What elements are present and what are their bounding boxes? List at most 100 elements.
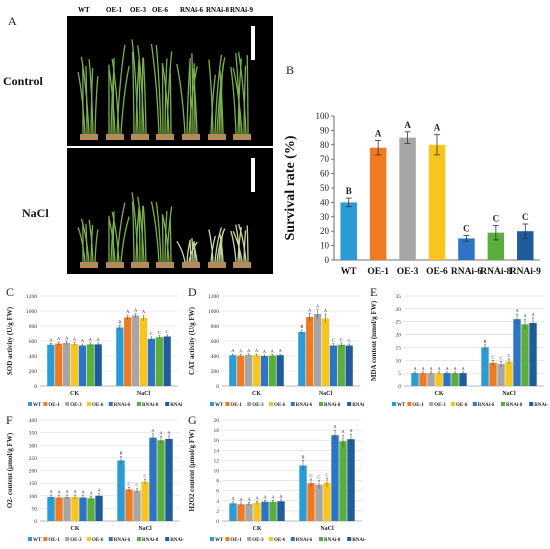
plant-leaf [208, 229, 214, 263]
significance-label: A [341, 429, 345, 434]
bar [147, 338, 156, 386]
bar [157, 440, 165, 521]
legend-label: RNAi-9 [170, 403, 182, 408]
plant-leaf [108, 69, 116, 135]
bar [299, 465, 307, 521]
bar [117, 460, 125, 521]
legend-swatch [87, 402, 91, 406]
bar [307, 483, 315, 521]
significance-label: B [119, 451, 122, 456]
genotype-label-rnai-6: RNAi-6 [180, 6, 203, 14]
y-tick-label: 350 [29, 431, 38, 437]
significance-label: A [413, 366, 417, 371]
legend-swatch [108, 402, 113, 406]
bar [268, 355, 276, 386]
bar [229, 355, 237, 386]
legend-swatch [210, 402, 214, 406]
genotype-label-oe-3: OE-3 [130, 6, 146, 14]
y-tick-label: 0 [34, 519, 37, 525]
plant-leaf [112, 57, 115, 135]
panel-a-letter: A [8, 14, 17, 28]
significance-label: A [73, 489, 77, 494]
legend-label: RNAi-9 [352, 403, 364, 408]
y-axis-label: CAT activity (U/g FW) [188, 306, 196, 375]
x-tick-label: NaCl [138, 526, 152, 532]
bar [86, 344, 94, 386]
plant-leaf [116, 44, 126, 135]
plant-leaf [235, 53, 241, 135]
y-tick-label: 2 [216, 509, 219, 515]
bar [269, 501, 277, 521]
y-tick-label: 150 [29, 481, 38, 487]
x-tick-label: RNAi-6 [451, 267, 482, 277]
bar [489, 362, 497, 386]
significance-label: A [523, 313, 527, 318]
significance-label: C [463, 224, 470, 234]
bar [47, 344, 55, 386]
genotype-label-oe-1: OE-1 [106, 6, 122, 14]
significance-label: A [126, 309, 130, 314]
plant-leaf [155, 45, 162, 135]
plant-leaf [237, 223, 247, 263]
chart-o2-content: F 0 50 100 150 200 250 300 350 400 O2- content (μm… [6, 413, 184, 543]
plant-leaf [155, 202, 162, 263]
plant-leaf [208, 59, 214, 135]
significance-label: A [142, 309, 146, 314]
y-axis-label: H2O2 content (μmol/g FW) [188, 429, 196, 512]
y-tick-label: 4 [216, 499, 219, 505]
plant-leaf [108, 218, 116, 263]
y-tick-label: 10 [320, 241, 330, 251]
bar [345, 345, 353, 386]
bar [419, 373, 427, 386]
legend-swatch [347, 402, 352, 406]
legend-label: OE-3 [70, 538, 82, 543]
plant-leaf [77, 72, 86, 135]
legend-swatch [269, 402, 273, 406]
scale-bar [251, 26, 255, 60]
y-tick-label: 0 [325, 255, 330, 265]
y-tick-label: 1000 [26, 309, 37, 315]
significance-label: A [65, 335, 69, 340]
bar [260, 356, 269, 386]
x-tick-label: CK [253, 526, 262, 532]
pot [156, 262, 174, 268]
plant-leaf [120, 65, 130, 135]
significance-label: A [316, 304, 320, 309]
chart-survival-rate: B 0 10 20 30 40 50 60 70 80 90 100 Survival rate (%)… [283, 63, 541, 277]
bar [165, 438, 173, 521]
y-tick-label: 80 [320, 140, 330, 150]
significance-label: A [515, 308, 519, 313]
x-tick-label: CK [70, 391, 79, 397]
bar [87, 498, 95, 521]
bar [451, 373, 459, 386]
genotype-label-rnai-8: RNAi-8 [206, 6, 229, 14]
y-tick-label: 50 [320, 183, 330, 193]
y-tick-label: 18 [214, 428, 220, 434]
significance-label: A [429, 366, 433, 371]
significance-label: B [118, 319, 121, 324]
bar [497, 364, 505, 386]
bar [399, 137, 416, 260]
y-tick-label: 20 [214, 418, 220, 424]
y-tick-label: 35 [396, 294, 402, 300]
plant-leaf [191, 238, 194, 263]
significance-label: B [300, 324, 303, 329]
legend-swatch [472, 402, 477, 406]
chart-sod-activity: C 0 200 400 600 800 1000 1200 SOD activity (U/g … [6, 285, 182, 408]
plant-leaf [131, 51, 135, 135]
plant-leaf [243, 65, 247, 135]
significance-label: A [437, 366, 441, 371]
pot [182, 262, 200, 268]
legend-label: RNAi-6 [114, 538, 131, 543]
legend-swatch [43, 537, 48, 541]
significance-label: A [279, 348, 283, 353]
plant-leaf [218, 62, 225, 135]
y-tick-label: 14 [214, 448, 220, 454]
significance-label: B [346, 186, 352, 196]
bar [276, 355, 284, 386]
bar [139, 317, 148, 386]
y-tick-label: 8 [216, 479, 219, 485]
y-tick-label: 400 [211, 354, 220, 360]
bar [237, 355, 245, 386]
significance-label: A [231, 348, 235, 353]
